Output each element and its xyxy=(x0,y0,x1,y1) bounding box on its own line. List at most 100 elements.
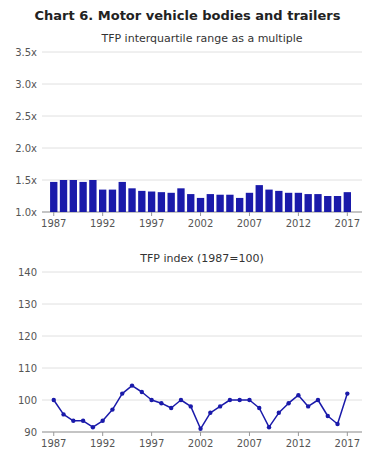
grid-line xyxy=(42,52,362,53)
marker xyxy=(267,425,271,429)
x-tick xyxy=(102,212,103,216)
bar xyxy=(50,182,57,212)
y-tick-label: 2.0x xyxy=(15,143,37,154)
bar xyxy=(305,194,312,212)
grid-line xyxy=(42,400,362,401)
marker xyxy=(228,398,232,402)
grid-line xyxy=(42,148,362,149)
y-tick-label: 1.5x xyxy=(15,175,37,186)
bar xyxy=(70,180,77,212)
bar xyxy=(177,188,184,212)
grid-line xyxy=(42,304,362,305)
y-tick-label: 140 xyxy=(18,267,37,278)
bar xyxy=(128,188,135,212)
subplot: TFP interquartile range as a multiple1.0… xyxy=(15,32,362,276)
bar xyxy=(119,182,126,212)
x-tick-label: 1997 xyxy=(139,218,164,229)
x-tick-label: 2012 xyxy=(286,438,311,449)
bar xyxy=(226,195,233,212)
marker xyxy=(169,406,173,410)
x-tick xyxy=(151,212,152,216)
x-tick-label: 2017 xyxy=(335,438,360,449)
chart-root: Chart 6. Motor vehicle bodies and traile… xyxy=(0,0,375,476)
bar xyxy=(158,192,165,212)
bar xyxy=(246,193,253,212)
marker xyxy=(61,412,65,416)
marker xyxy=(306,404,310,408)
bar xyxy=(314,194,321,212)
marker xyxy=(247,398,251,402)
bar xyxy=(187,194,194,212)
x-tick xyxy=(249,212,250,216)
x-tick-label: 2002 xyxy=(188,438,213,449)
x-tick-label: 2012 xyxy=(286,218,311,229)
bar xyxy=(168,193,175,212)
bar xyxy=(344,192,351,212)
x-tick-label: 2007 xyxy=(237,218,262,229)
y-tick-label: 3.0x xyxy=(15,79,37,90)
bar xyxy=(256,185,263,212)
grid-line xyxy=(42,84,362,85)
x-tick xyxy=(298,432,299,436)
y-tick-label: 90 xyxy=(24,427,37,438)
x-tick-label: 1997 xyxy=(139,438,164,449)
bar xyxy=(295,193,302,212)
marker xyxy=(218,404,222,408)
x-tick-label: 1992 xyxy=(90,438,115,449)
marker xyxy=(237,398,241,402)
grid-line xyxy=(42,368,362,369)
marker xyxy=(316,398,320,402)
bar xyxy=(236,198,243,212)
marker xyxy=(100,419,104,423)
x-tick-label: 2017 xyxy=(335,218,360,229)
x-tick-label: 2007 xyxy=(237,438,262,449)
x-tick-label: 1987 xyxy=(41,438,66,449)
subtitle: TFP interquartile range as a multiple xyxy=(100,32,302,45)
bar xyxy=(60,180,67,212)
marker xyxy=(91,425,95,429)
grid-line xyxy=(42,432,362,433)
x-tick xyxy=(347,432,348,436)
bar xyxy=(334,196,341,212)
marker xyxy=(149,398,153,402)
marker xyxy=(345,391,349,395)
y-tick-label: 120 xyxy=(18,331,37,342)
grid-line xyxy=(42,336,362,337)
bar xyxy=(265,190,272,212)
marker xyxy=(110,407,114,411)
marker xyxy=(159,401,163,405)
marker xyxy=(277,411,281,415)
grid-line xyxy=(42,116,362,117)
marker xyxy=(52,398,56,402)
x-tick-label: 1987 xyxy=(41,218,66,229)
bar xyxy=(79,182,86,212)
marker xyxy=(296,393,300,397)
subplot: TFP index (1987=100)90100110120130140198… xyxy=(18,252,362,449)
x-tick-label: 1992 xyxy=(90,218,115,229)
marker xyxy=(71,419,75,423)
bar xyxy=(89,180,96,212)
y-tick-label: 3.5x xyxy=(15,47,37,58)
x-tick xyxy=(200,212,201,216)
marker xyxy=(326,414,330,418)
y-tick-label: 130 xyxy=(18,299,37,310)
marker xyxy=(286,401,290,405)
bar xyxy=(285,193,292,212)
x-axis-line xyxy=(42,432,362,433)
marker xyxy=(198,427,202,431)
x-tick xyxy=(151,432,152,436)
bar xyxy=(138,191,145,212)
marker xyxy=(179,398,183,402)
grid-line xyxy=(42,272,362,273)
bar xyxy=(216,195,223,212)
bar xyxy=(207,194,214,212)
title: Chart 6. Motor vehicle bodies and traile… xyxy=(35,8,341,23)
bar xyxy=(324,196,331,212)
plot-area xyxy=(50,180,351,212)
marker xyxy=(81,419,85,423)
marker xyxy=(257,406,261,410)
x-tick xyxy=(102,432,103,436)
marker xyxy=(208,411,212,415)
x-tick xyxy=(53,212,54,216)
x-tick xyxy=(249,432,250,436)
